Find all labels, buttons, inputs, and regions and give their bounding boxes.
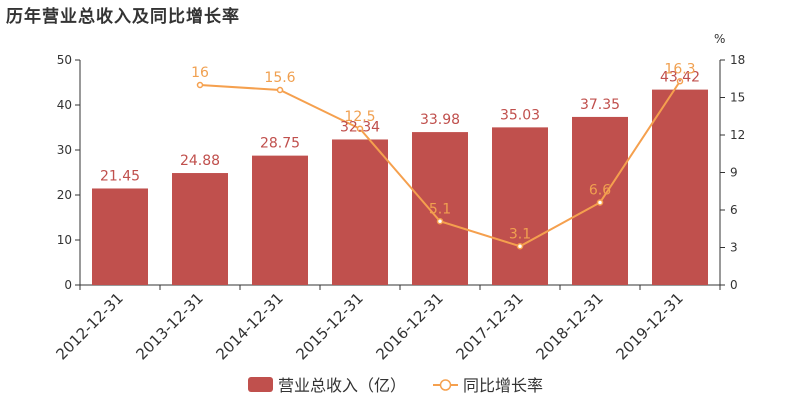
y-right-tick-label: 0 bbox=[730, 278, 738, 292]
x-tick-label: 2017-12-31 bbox=[452, 289, 526, 363]
y-left-tick-label: 50 bbox=[57, 53, 72, 67]
bar-series bbox=[92, 89, 708, 286]
legend-bar-swatch bbox=[248, 377, 273, 392]
bar-value-label: 21.45 bbox=[100, 168, 140, 184]
bar bbox=[492, 127, 548, 286]
chart-title: 历年营业总收入及同比增长率 bbox=[6, 7, 240, 27]
x-tick-label: 2018-12-31 bbox=[532, 289, 606, 363]
line-point bbox=[276, 86, 284, 94]
bar bbox=[652, 89, 708, 285]
line-point bbox=[596, 199, 604, 206]
y-right-unit: % bbox=[714, 32, 725, 46]
legend-bar-label: 营业总收入（亿） bbox=[278, 376, 406, 395]
y-right-tick-label: 12 bbox=[730, 128, 745, 142]
bar-value-label: 28.75 bbox=[260, 136, 300, 152]
data-labels: 21.45 24.88 28.75 32.34 33.98 35.03 37.35 43.42… bbox=[100, 61, 700, 242]
bar bbox=[412, 132, 468, 285]
bar-value-label: 24.88 bbox=[180, 153, 220, 169]
legend-line-label: 同比增长率 bbox=[463, 376, 543, 395]
line-value-label: 12.5 bbox=[344, 109, 375, 125]
line-point bbox=[196, 81, 204, 89]
x-tick-label: 2014-12-31 bbox=[212, 289, 286, 363]
x-tick-label: 2013-12-31 bbox=[132, 289, 206, 363]
bar-value-label: 35.03 bbox=[500, 107, 540, 123]
y-right-tick-label: 18 bbox=[730, 53, 745, 67]
line-value-label: 5.1 bbox=[429, 201, 451, 217]
y-left-tick-label: 0 bbox=[64, 278, 72, 292]
bar bbox=[252, 155, 308, 285]
x-tick-label: 2016-12-31 bbox=[372, 289, 446, 363]
line-point bbox=[516, 243, 524, 250]
x-tick-label: 2015-12-31 bbox=[292, 289, 366, 363]
x-tick-label: 2012-12-31 bbox=[52, 289, 126, 363]
bar-value-label: 43.42 bbox=[660, 70, 700, 86]
bar bbox=[92, 188, 148, 285]
y-left-tick-label: 20 bbox=[57, 188, 72, 202]
axes: 0 10 20 30 40 50 0 3 6 9 12 15 18% 2012-12-31 2013-12-… bbox=[52, 32, 745, 363]
line-value-label: 16 bbox=[191, 65, 209, 81]
x-tick-label: 2019-12-31 bbox=[612, 289, 686, 363]
y-right-tick-label: 3 bbox=[730, 241, 738, 255]
line-point bbox=[436, 218, 444, 225]
line-point bbox=[676, 78, 684, 85]
line-value-label: 6.6 bbox=[589, 183, 611, 199]
bar bbox=[172, 173, 228, 285]
line-point bbox=[356, 125, 364, 132]
bar bbox=[332, 139, 388, 285]
legend: 营业总收入（亿） 同比增长率 bbox=[248, 376, 543, 395]
y-right-tick-label: 6 bbox=[730, 203, 738, 217]
line-value-label: 15.6 bbox=[264, 70, 295, 86]
legend-line-marker bbox=[439, 379, 452, 391]
y-left-tick-label: 40 bbox=[57, 98, 72, 112]
y-right-tick-label: 9 bbox=[730, 166, 738, 180]
y-left-tick-label: 10 bbox=[57, 233, 72, 247]
line-value-label: 16.3 bbox=[664, 61, 695, 77]
growth-line-series bbox=[196, 78, 684, 250]
bar-value-label: 37.35 bbox=[580, 97, 620, 113]
bar-value-label: 32.34 bbox=[340, 119, 380, 135]
line-value-label: 3.1 bbox=[509, 226, 531, 242]
y-left-tick-label: 30 bbox=[57, 143, 72, 157]
y-right-tick-label: 15 bbox=[730, 91, 745, 105]
bar-value-label: 33.98 bbox=[420, 112, 460, 128]
